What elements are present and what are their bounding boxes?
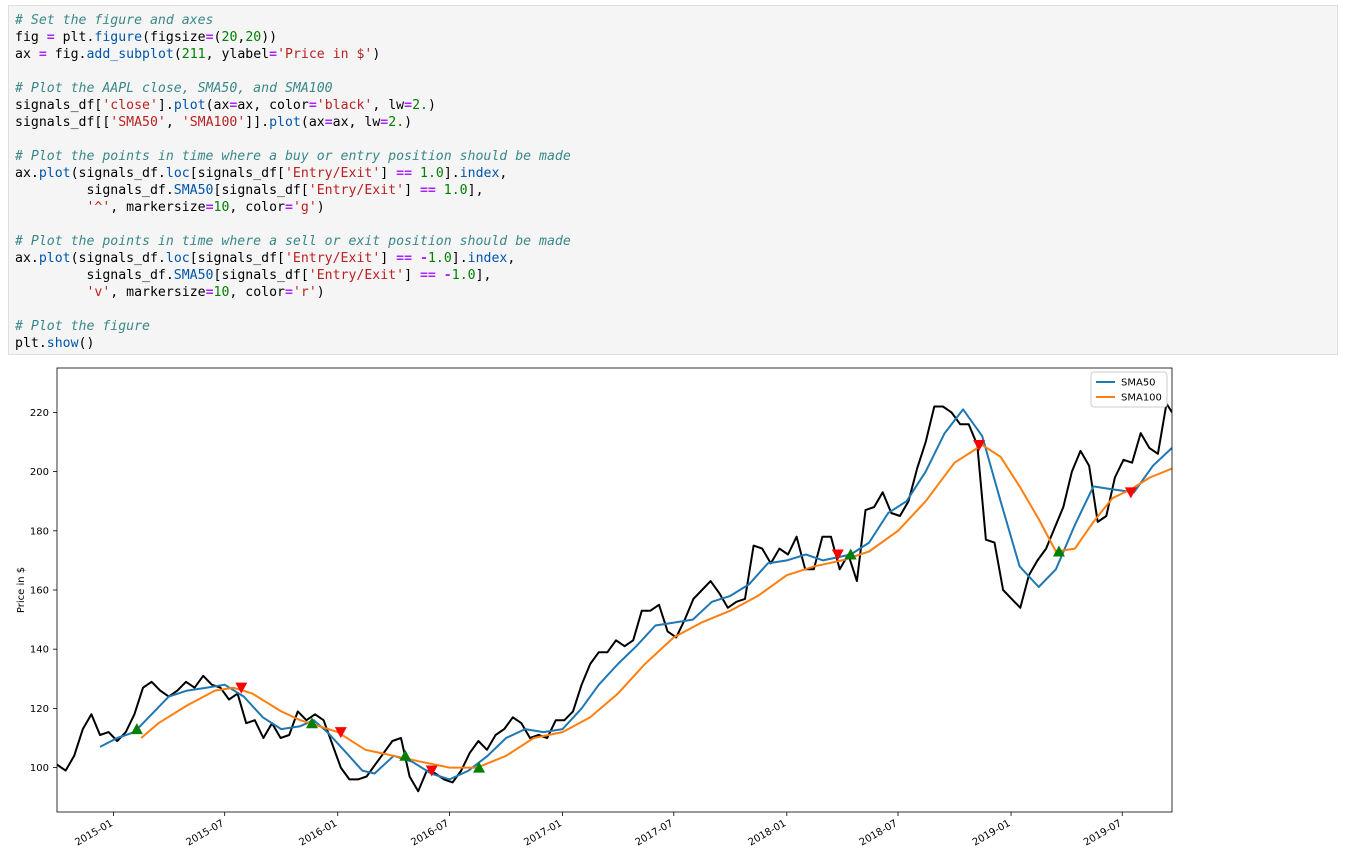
y-tick-label: 220 [30, 408, 49, 419]
sell-marker [425, 765, 438, 777]
legend: SMA50 SMA100 [1090, 371, 1168, 408]
code-line [15, 216, 571, 233]
code-cell[interactable]: # Set the figure and axes fig = plt.figur… [8, 5, 1338, 355]
code-line [15, 301, 571, 318]
code-line: # Plot the points in time where a sell o… [15, 234, 571, 249]
buy-marker [473, 761, 486, 773]
code-line: # Plot the AAPL close, SMA50, and SMA100 [15, 81, 333, 96]
y-tick-label: 100 [30, 763, 49, 774]
code-line: ax = fig.add_subplot(211, ylabel='Price … [15, 47, 381, 62]
code-line: # Plot the points in time where a buy or… [15, 149, 571, 164]
x-tick-label: 2018-01 [747, 818, 789, 848]
series-line-sma100 [140, 444, 1172, 769]
code-line: # Set the figure and axes [15, 13, 214, 28]
series-line-sma50 [99, 408, 1172, 781]
code-line [15, 63, 571, 80]
x-tick-label: 2017-01 [522, 818, 564, 848]
y-axis-label: Price in $ [16, 567, 27, 613]
y-tick-label: 140 [30, 645, 49, 656]
code-line: # Plot the figure [15, 319, 150, 334]
legend-box [1090, 371, 1168, 408]
code-line: signals_df['close'].plot(ax=ax, color='b… [15, 98, 436, 113]
sell-marker [235, 682, 248, 694]
y-tick-label: 120 [30, 704, 49, 715]
legend-label-sma50: SMA50 [1121, 378, 1156, 389]
price-chart: 100 120 140 160 180 200 220 2015-01 2015-07 2016-… [16, 367, 1173, 848]
x-tick-label: 2015-07 [185, 818, 227, 848]
x-tick-label: 2015-01 [73, 818, 115, 848]
code-editor[interactable]: # Set the figure and axes fig = plt.figur… [15, 12, 571, 352]
x-tick-label: 2019-01 [971, 818, 1013, 848]
code-line [15, 131, 571, 148]
x-tick-label: 2016-07 [409, 818, 451, 848]
legend-label-sma100: SMA100 [1121, 393, 1162, 404]
sell-marker [973, 439, 986, 451]
plot-output: 100 120 140 160 180 200 220 2015-01 2015-07 2016-… [0, 360, 1347, 853]
code-line: 'v', markersize=10, color='r') [86, 285, 325, 300]
buy-marker [130, 723, 143, 735]
code-line: fig = plt.figure(figsize=(20,20)) [15, 30, 278, 45]
code-line: ax.plot(signals_df.loc[signals_df['Entry… [15, 251, 516, 266]
code-line: ax.plot(signals_df.loc[signals_df['Entry… [15, 166, 508, 181]
buy-marker [1052, 545, 1065, 557]
sell-marker [831, 549, 844, 561]
code-line: '^', markersize=10, color='g') [86, 200, 325, 215]
x-tick-label: 2018-07 [858, 818, 900, 848]
buy-marker [399, 749, 412, 761]
axes-frame [56, 367, 1173, 813]
x-tick-label: 2017-07 [634, 818, 676, 848]
buy-marker [305, 717, 318, 729]
plot-area [57, 402, 1172, 793]
code-line: signals_df.SMA50[signals_df['Entry/Exit'… [15, 268, 492, 283]
y-tick-label: 160 [30, 586, 49, 597]
series-line-close [57, 402, 1172, 793]
x-tick-label: 2019-07 [1082, 818, 1124, 848]
code-line: signals_df[['SMA50', 'SMA100']].plot(ax=… [15, 115, 413, 130]
sell-marker [1124, 487, 1137, 499]
x-tick-label: 2016-01 [298, 818, 340, 848]
sell-marker [334, 727, 347, 739]
code-line: signals_df.SMA50[signals_df['Entry/Exit'… [15, 183, 484, 198]
buy-marker [844, 548, 857, 560]
y-tick-label: 200 [30, 467, 49, 478]
y-tick-label: 180 [30, 526, 49, 537]
code-line: plt.show() [15, 336, 95, 351]
